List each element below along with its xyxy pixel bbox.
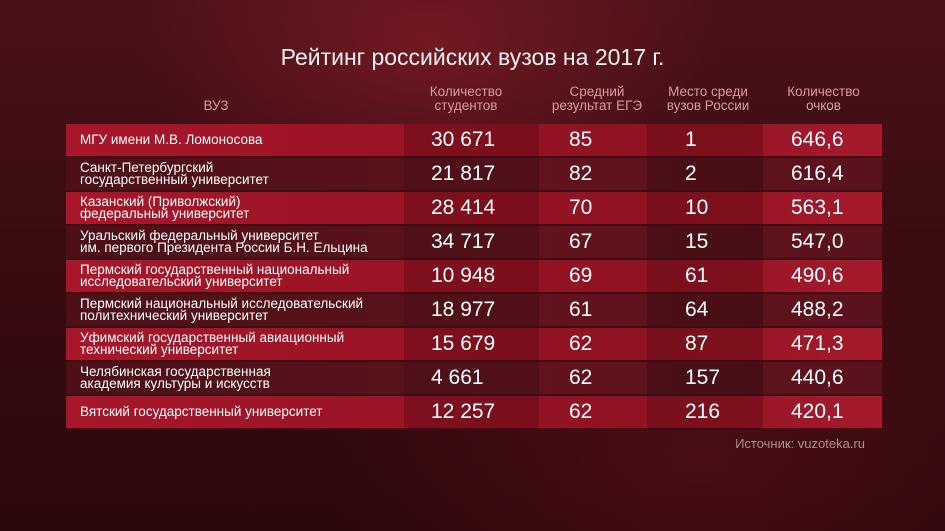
table-row: Челябинская государственная академия кул… [66, 362, 882, 394]
students-cell: 12 257 [404, 396, 539, 428]
score-cell: 62 [569, 332, 593, 355]
points-cell: 547,0 [763, 226, 882, 258]
university-name: Санкт-Петербургский государственный унив… [80, 160, 269, 187]
university-name-cell: Челябинская государственная академия кул… [66, 362, 404, 394]
points-cell: 490,6 [791, 264, 844, 287]
score-cell: 61 [539, 294, 647, 326]
score-cell: 69 [569, 264, 593, 287]
university-name-cell: Пермский государственный национальный ис… [66, 260, 404, 292]
university-name: Пермский государственный национальный ис… [80, 262, 350, 289]
table-row: Пермский государственный национальный ис… [66, 260, 882, 292]
students-cell: 4 661 [404, 362, 539, 394]
table-row: Уральский федеральный университет им. пе… [66, 226, 882, 258]
university-name: МГУ имени М.В. Ломоносова [80, 132, 263, 147]
table-row: Пермский национальный исследовательский … [66, 294, 882, 326]
score-cell: 67 [539, 226, 647, 258]
rank-cell: 157 [647, 362, 763, 394]
university-name-cell: Уральский федеральный университет им. пе… [66, 226, 404, 258]
score-cell: 82 [539, 158, 647, 190]
university-name: Пермский национальный исследовательский … [80, 296, 364, 323]
rank-cell: 216 [647, 396, 763, 428]
column-header-points: Количество очков [787, 84, 860, 113]
table-row: Санкт-Петербургский государственный унив… [66, 158, 882, 190]
score-cell: 62 [539, 362, 647, 394]
table-row: МГУ имени М.В. Ломоносова 30 671 85 1 64… [66, 124, 882, 156]
table-row: Уфимский государственный авиационный тех… [66, 328, 882, 360]
university-name-cell: Санкт-Петербургский государственный унив… [66, 158, 404, 190]
rank-cell: 1 [647, 124, 763, 156]
score-cell: 85 [569, 128, 593, 151]
source-note: Источник: vuzoteka.ru [735, 436, 865, 451]
rank-cell: 10 [647, 192, 763, 224]
table-row: Вятский государственный университет 12 2… [66, 396, 882, 428]
points-cell: 440,6 [763, 362, 882, 394]
university-name-cell: Вятский государственный университет [66, 396, 404, 428]
university-name: Уфимский государственный авиационный тех… [80, 330, 345, 357]
students-cell: 18 977 [404, 294, 539, 326]
university-name: Челябинская государственная академия кул… [80, 364, 271, 391]
points-cell: 488,2 [763, 294, 882, 326]
column-header-name: ВУЗ [203, 98, 229, 113]
students-cell: 10 948 [404, 260, 539, 292]
students-cell: 15 679 [404, 328, 539, 360]
column-header-score: Средний результат ЕГЭ [551, 84, 643, 113]
university-name: Вятский государственный университет [80, 404, 323, 419]
rank-cell: 87 [647, 328, 763, 360]
column-header-rank: Место среди вузов России [666, 84, 750, 113]
column-header-students: Количество студентов [429, 84, 503, 113]
students-cell: 28 414 [404, 192, 539, 224]
table-row: Казанский (Приволжский) федеральный унив… [66, 192, 882, 224]
points-cell: 616,4 [763, 158, 882, 190]
points-cell: 420,1 [791, 400, 844, 423]
points-cell: 471,3 [791, 332, 844, 355]
university-name: Уральский федеральный университет им. пе… [80, 228, 368, 255]
score-cell: 70 [569, 196, 593, 219]
ranking-table: МГУ имени М.В. Ломоносова 30 671 85 1 64… [66, 124, 882, 430]
rank-cell: 61 [647, 260, 763, 292]
students-cell: 34 717 [404, 226, 539, 258]
page-title: Рейтинг российских вузов на 2017 г. [280, 44, 665, 70]
students-cell: 30 671 [404, 124, 539, 156]
university-name-cell: МГУ имени М.В. Ломоносова [66, 124, 404, 156]
university-name-cell: Пермский национальный исследовательский … [66, 294, 404, 326]
university-name-cell: Уфимский государственный авиационный тех… [66, 328, 404, 360]
university-name-cell: Казанский (Приволжский) федеральный унив… [66, 192, 404, 224]
rank-cell: 15 [647, 226, 763, 258]
students-cell: 21 817 [404, 158, 539, 190]
points-cell: 563,1 [791, 196, 844, 219]
table-header: ВУЗ Количество студентов Средний результ… [66, 85, 882, 119]
university-name: Казанский (Приволжский) федеральный унив… [80, 194, 250, 221]
score-cell: 62 [569, 400, 593, 423]
points-cell: 646,6 [791, 128, 844, 151]
rank-cell: 64 [647, 294, 763, 326]
rank-cell: 2 [647, 158, 763, 190]
